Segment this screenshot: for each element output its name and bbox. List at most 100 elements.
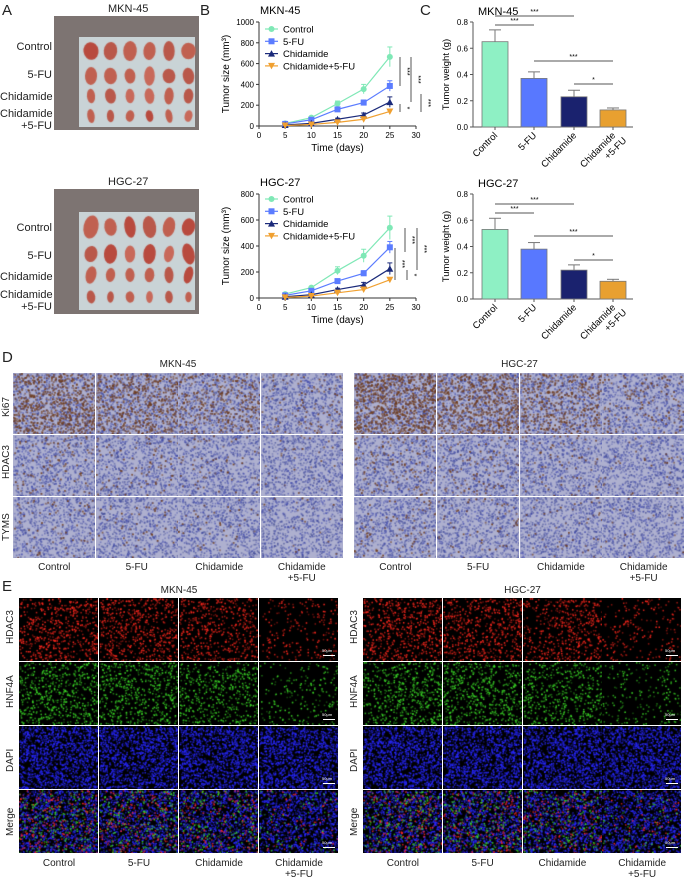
x-tick-label: 25 <box>385 303 394 312</box>
fluorescence-image <box>179 726 258 789</box>
x-tick-label: 0 <box>257 303 262 312</box>
data-point <box>360 116 368 123</box>
data-point <box>386 82 393 89</box>
x-tick-label: 15 <box>333 131 342 140</box>
fluorescence-image <box>602 662 682 725</box>
column-label: Chidamide <box>277 562 326 573</box>
legend-marker <box>268 220 275 227</box>
group-title-e: MKN-45 <box>160 585 198 596</box>
legend-label: 5-FU <box>283 207 304 218</box>
fluorescence-image <box>99 790 178 853</box>
x-tick-label: Chidamide <box>539 130 579 170</box>
photo-title-mkn45: MKN-45 <box>108 3 149 15</box>
ihc-image <box>436 497 519 558</box>
ihc-image <box>519 435 602 496</box>
panel-label-d: D <box>2 349 13 366</box>
fluorescence-image <box>522 598 602 661</box>
x-tick-label: 5 <box>283 303 288 312</box>
legend-label: Chidamide <box>283 219 328 230</box>
significance-label: *** <box>569 54 577 61</box>
data-point <box>386 265 394 272</box>
data-point <box>281 294 289 301</box>
scale-bar-label: 50μm <box>665 712 676 717</box>
x-tick-label: 5 <box>283 131 288 140</box>
data-point <box>334 278 341 285</box>
x-tick-label: 10 <box>307 131 316 140</box>
fluorescence-image <box>442 790 522 853</box>
column-label: Control <box>42 858 76 869</box>
chart-title: MKN-45 <box>260 5 300 17</box>
fluorescence-image <box>259 662 338 725</box>
tumor-photo-hgc27 <box>54 189 199 314</box>
data-point <box>334 119 341 126</box>
scale-bar <box>323 783 335 784</box>
fluorescence-image <box>19 790 98 853</box>
fluorescence-image <box>19 662 98 725</box>
y-tick-label: 200 <box>241 268 255 277</box>
y-tick-label: 0.0 <box>457 123 469 132</box>
fluorescence-image <box>99 662 178 725</box>
column-label: 5-FU <box>127 858 151 869</box>
bar <box>599 280 627 300</box>
y-tick-label: 600 <box>241 216 255 225</box>
data-point <box>334 100 341 107</box>
significance-label: *** <box>398 260 405 268</box>
fluorescence-image <box>363 726 442 789</box>
column-label: +5-FU <box>284 869 314 880</box>
bar <box>599 109 627 128</box>
column-label: Chidamide <box>619 562 668 573</box>
legend-label: 5-FU <box>283 37 304 48</box>
legend-label: Chidamide+5-FU <box>283 61 355 72</box>
data-point <box>386 224 393 231</box>
significance-label: *** <box>424 99 431 107</box>
ihc-image <box>354 373 436 434</box>
fluorescence-image <box>99 726 178 789</box>
fluorescence-image <box>602 726 682 789</box>
y-tick-label: 0.2 <box>457 269 469 278</box>
data-point <box>386 98 394 106</box>
legend-marker <box>268 50 275 57</box>
fluorescence-image <box>179 598 258 661</box>
bar <box>520 248 548 300</box>
x-tick-label: 20 <box>359 131 368 140</box>
group-title-d: HGC-27 <box>501 359 538 370</box>
scale-bar <box>323 655 335 656</box>
y-tick-label: 0.6 <box>457 216 469 225</box>
data-point <box>386 108 394 115</box>
x-tick-label: 15 <box>333 303 342 312</box>
ihc-image <box>95 435 178 496</box>
bar <box>481 229 509 300</box>
x-tick-label: 20 <box>359 303 368 312</box>
scale-bar <box>323 719 335 720</box>
scale-bar-label: 50μm <box>665 776 676 781</box>
ihc-image <box>602 435 685 496</box>
chart-title: HGC-27 <box>478 178 518 190</box>
y-tick-label: 0 <box>250 122 255 131</box>
y-tick-label: 0.4 <box>457 71 469 80</box>
y-tick-label: 0.6 <box>457 44 469 53</box>
y-tick-label: 0.4 <box>457 243 469 252</box>
significance-label: *** <box>530 9 538 16</box>
significance-label: * <box>403 107 410 110</box>
ihc-image <box>436 435 519 496</box>
legend-marker <box>268 62 275 70</box>
data-point <box>307 121 315 128</box>
data-point <box>334 267 341 274</box>
chart-title: HGC-27 <box>260 177 300 189</box>
column-label: Chidamide <box>618 858 667 869</box>
fluorescence-image <box>442 726 522 789</box>
x-axis-label: Time (days) <box>311 315 363 326</box>
column-label: Chidamide <box>275 858 323 869</box>
data-point <box>360 99 367 106</box>
fluorescence-image <box>363 598 442 661</box>
significance-label: *** <box>530 197 538 204</box>
scale-bar-label: 50μm <box>665 840 676 845</box>
significance-label: * <box>592 253 595 260</box>
ihc-image <box>519 373 602 434</box>
significance-label: *** <box>510 206 518 213</box>
column-label: Chidamide <box>538 858 587 869</box>
column-label: Control <box>38 562 71 573</box>
x-tick-label: 25 <box>385 131 394 140</box>
x-tick-label: 30 <box>412 303 421 312</box>
